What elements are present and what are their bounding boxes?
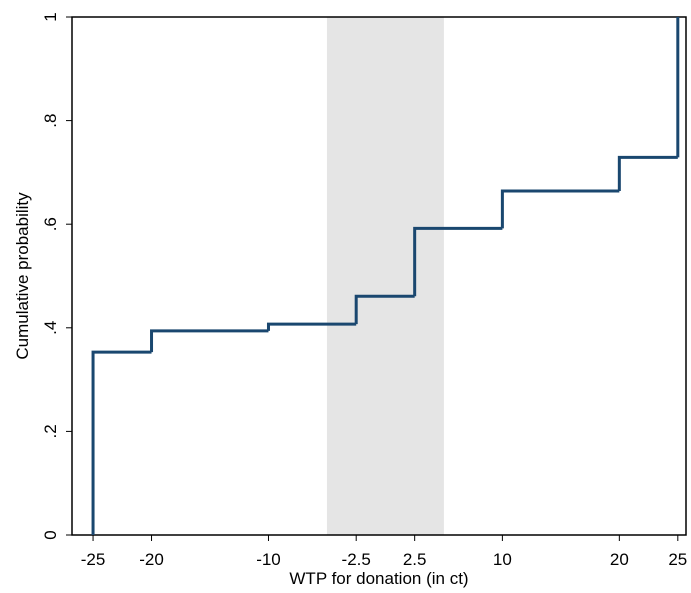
x-tick-label: 10: [493, 550, 512, 569]
x-tick-label: 20: [610, 550, 629, 569]
plot-frame: [71, 16, 687, 536]
y-tick-label: .4: [41, 321, 60, 335]
y-axis-title: Cumulative probability: [13, 192, 32, 360]
y-tick-label: .8: [41, 114, 60, 128]
step-segment: [617, 155, 678, 192]
step-segment: [266, 322, 357, 331]
step-segment: [500, 189, 620, 229]
step-segment: [91, 350, 152, 535]
y-tick-label: 0: [41, 530, 60, 539]
step-segment: [354, 294, 415, 325]
y-tick-label: .2: [41, 424, 60, 438]
step-segment: [413, 226, 503, 297]
step-segment: [150, 329, 269, 353]
x-tick-label: -20: [139, 550, 164, 569]
x-tick-label: 25: [668, 550, 687, 569]
x-axis-title: WTP for donation (in ct): [289, 569, 468, 588]
y-tick-label: 1: [41, 12, 60, 21]
x-tick-label: -10: [256, 550, 281, 569]
x-tick-label: -2.5: [342, 550, 371, 569]
y-tick-label: .6: [41, 217, 60, 231]
shaded-region: [326, 17, 444, 535]
x-tick-label: 2.5: [403, 550, 427, 569]
x-tick-label: -25: [81, 550, 106, 569]
